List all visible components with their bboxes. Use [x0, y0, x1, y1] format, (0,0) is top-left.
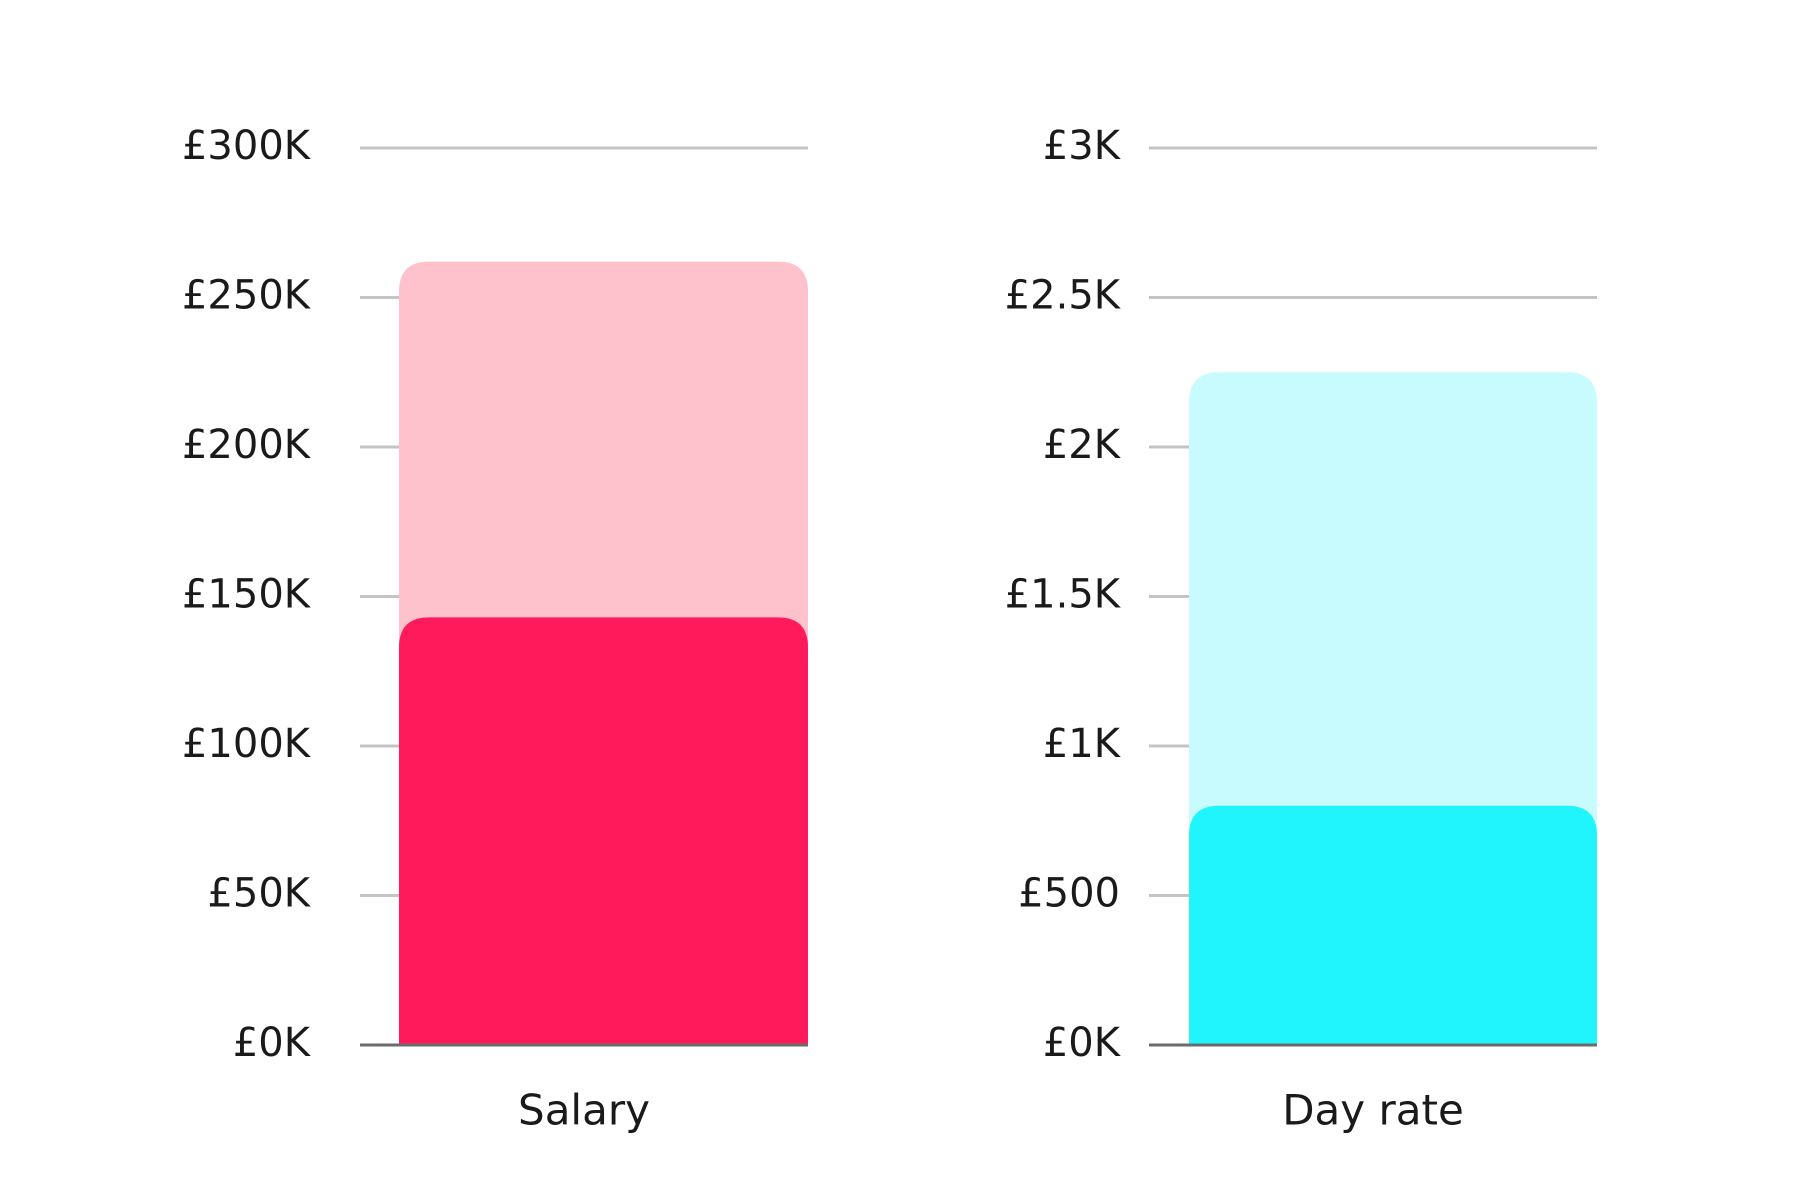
y-tick-label: £100K [182, 721, 312, 767]
y-tick-label: £200K [182, 422, 312, 468]
y-tick-label: £250K [182, 273, 312, 319]
category-label: Day rate [1282, 1086, 1464, 1135]
chart-panel-0: £0K £50K £100K £150K £200K £250K £300K Salary [182, 123, 808, 1135]
y-tick-label: £0K [233, 1020, 312, 1066]
bar [1189, 805, 1597, 1045]
y-tick-label: £1.5K [1005, 572, 1122, 618]
y-tick-label: £0K [1043, 1020, 1122, 1066]
chart-panel-1: £0K £500 £1K £1.5K £2K £2.5K £3K Day rate [1005, 123, 1597, 1135]
y-tick-label: £3K [1043, 123, 1122, 169]
bar [399, 617, 808, 1045]
category-label: Salary [518, 1086, 650, 1135]
y-tick-label: £1K [1043, 721, 1122, 767]
y-tick-label: £2.5K [1005, 273, 1122, 319]
y-tick-label: £150K [182, 572, 312, 618]
y-tick-label: £50K [207, 871, 311, 917]
y-tick-label: £2K [1043, 422, 1122, 468]
y-tick-label: £500 [1018, 871, 1120, 917]
y-tick-label: £300K [182, 123, 312, 169]
